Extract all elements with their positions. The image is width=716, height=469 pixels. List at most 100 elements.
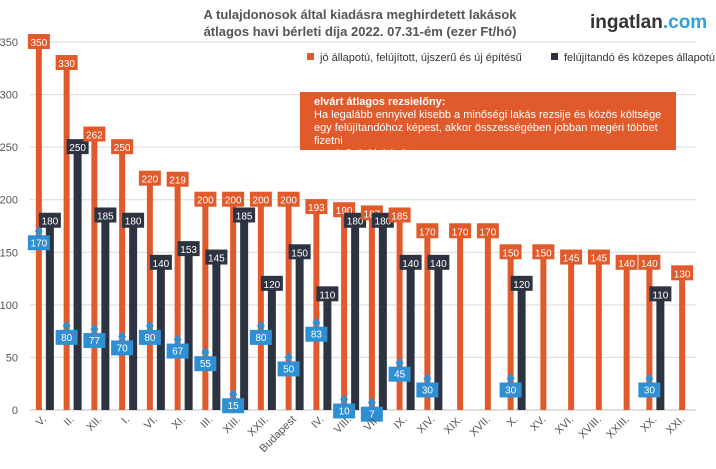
x-tick-label: V. — [34, 414, 49, 429]
bar-series2 — [351, 220, 360, 410]
data-label-advantage: 80 — [144, 333, 156, 344]
data-label-advantage: 170 — [31, 238, 48, 249]
data-label-bg-series2 — [94, 207, 117, 223]
data-label-series1: 150 — [502, 248, 519, 259]
bar-series1 — [91, 134, 98, 411]
data-label-bg-series1 — [587, 249, 610, 265]
data-label-bg-series1 — [638, 254, 661, 270]
rent-advantage-note: elvárt átlagos rezsielőny: Ha legalább e… — [300, 92, 676, 160]
data-label-series1: 140 — [641, 259, 658, 270]
chart-title-line-2: átlagos havi bérleti díja 2022. 07.31-ém… — [203, 24, 517, 39]
rent-advantage-marker — [340, 394, 349, 405]
legend-item-series1: jó állapotú, felújított, újszerű és új é… — [307, 52, 522, 64]
data-label-bg-advantage — [138, 329, 161, 345]
y-tick-label: 300 — [0, 90, 18, 102]
x-tick-label: XIV. — [415, 414, 437, 436]
data-label-bg-series1 — [249, 191, 272, 207]
bar-series1 — [507, 252, 514, 410]
data-label-series1: 170 — [480, 227, 497, 238]
rent-advantage-marker — [229, 389, 238, 400]
x-tick-label: VI. — [142, 414, 160, 432]
data-label-advantage: 50 — [283, 364, 295, 375]
data-label-series1: 200 — [197, 196, 214, 207]
x-tick-label: XVI. — [553, 414, 576, 437]
data-label-bg-advantage — [166, 343, 189, 359]
bar-series2 — [129, 220, 138, 410]
bar-series1 — [679, 273, 686, 410]
bar-series1 — [540, 252, 547, 410]
legend-swatch-series2 — [551, 53, 558, 60]
data-label-series1: 130 — [674, 269, 691, 280]
bar-series2 — [406, 262, 415, 410]
data-label-bg-series1 — [83, 126, 106, 142]
logo-text: ingatlan — [590, 12, 663, 33]
data-label-advantage: 67 — [172, 347, 184, 358]
bar-series2 — [45, 220, 54, 410]
data-label-bg-advantage — [111, 340, 134, 356]
data-label-series1: 185 — [391, 211, 408, 222]
data-label-bg-advantage — [249, 329, 272, 345]
y-tick-label: 100 — [0, 300, 18, 312]
rent-advantage-marker — [173, 334, 182, 345]
rent-advantage-marker — [34, 226, 43, 237]
data-label-advantage: 83 — [311, 330, 323, 341]
data-label-bg-series2 — [205, 249, 228, 265]
bar-series2 — [656, 294, 665, 410]
chart-title: A tulajdonosok által kiadásra meghirdete… — [150, 6, 570, 40]
x-tick-label: XI. — [170, 414, 188, 432]
bar-series2 — [434, 262, 443, 410]
data-label-bg-series2 — [371, 212, 394, 228]
data-label-series1: 170 — [452, 227, 469, 238]
data-label-bg-advantage — [222, 398, 245, 414]
data-label-bg-series2 — [510, 275, 533, 291]
rent-advantage-marker — [645, 373, 654, 384]
x-tick-label: XVIII. — [576, 414, 604, 442]
data-label-series2: 120 — [513, 280, 530, 291]
data-label-bg-advantage — [333, 403, 356, 419]
x-tick-label: XIX. — [442, 414, 465, 437]
bar-series2 — [295, 252, 304, 410]
data-label-bg-advantage — [416, 382, 439, 398]
data-label-bg-series2 — [427, 254, 450, 270]
data-label-bg-advantage — [360, 406, 383, 422]
data-label-series1: 200 — [280, 196, 297, 207]
data-label-series2: 140 — [430, 259, 447, 270]
note-line-1: Ha legalább ennyivel kisebb a minőségi l… — [314, 109, 662, 121]
data-label-bg-advantage — [83, 333, 106, 349]
brand-logo: ingatlan.com — [590, 12, 707, 34]
data-label-bg-series1 — [449, 223, 472, 239]
bar-series2 — [101, 215, 110, 410]
x-tick-label: IX. — [392, 414, 410, 432]
data-label-bg-series2 — [649, 286, 672, 302]
data-label-advantage: 10 — [339, 406, 351, 417]
rent-advantage-marker — [90, 324, 99, 335]
rent-advantage-marker — [201, 347, 210, 358]
data-label-bg-series2 — [149, 254, 172, 270]
data-label-series2: 250 — [69, 143, 86, 154]
y-tick-label: 350 — [0, 37, 18, 49]
bar-series2 — [184, 249, 193, 410]
bar-series1 — [313, 207, 320, 410]
bar-series1 — [646, 262, 653, 410]
x-tick-label: XVII. — [468, 414, 493, 439]
data-label-series2: 180 — [42, 217, 59, 228]
bar-series1 — [484, 231, 491, 410]
rent-advantage-marker — [256, 320, 265, 331]
data-label-series1: 170 — [419, 227, 436, 238]
data-label-bg-series1 — [388, 207, 411, 223]
data-label-series2: 150 — [291, 248, 308, 259]
bar-series2 — [212, 257, 221, 410]
x-tick-label: XIII. — [221, 414, 243, 436]
data-label-bg-series1 — [111, 139, 134, 155]
data-label-bg-series1 — [222, 191, 245, 207]
bar-series2 — [517, 283, 526, 410]
bar-series2 — [323, 294, 332, 410]
data-label-bg-series2 — [288, 244, 311, 260]
data-label-bg-series2 — [233, 207, 256, 223]
data-label-bg-series1 — [671, 265, 694, 281]
x-tick-label: I. — [119, 414, 132, 427]
bar-series2 — [240, 215, 249, 410]
data-label-bg-series2 — [260, 275, 283, 291]
